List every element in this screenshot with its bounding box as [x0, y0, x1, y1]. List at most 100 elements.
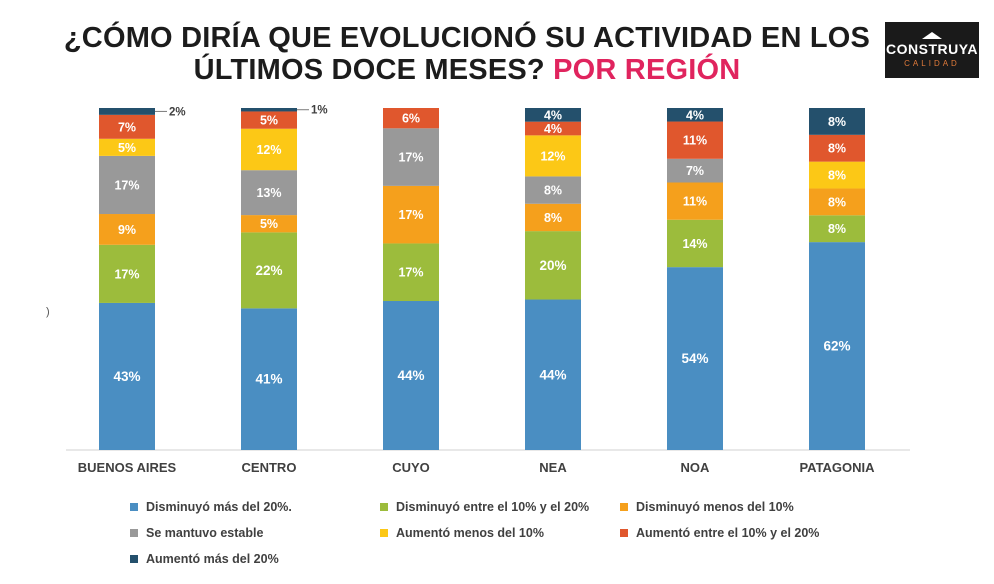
legend-swatch	[620, 529, 628, 537]
data-label-6-2: 8%	[828, 222, 846, 236]
data-label-3-3: 17%	[398, 208, 423, 222]
data-label-5-6: 11%	[683, 134, 707, 148]
bar-segment-5-1	[667, 267, 723, 450]
bar-segment-6-1	[809, 242, 865, 450]
bar-segment-1-2	[99, 244, 155, 303]
legend-label: Disminuyó menos del 10%	[636, 500, 794, 514]
bar-segment-6-6	[809, 134, 865, 162]
legend-item-2: Disminuyó entre el 10% y el 20%	[380, 500, 589, 514]
data-label-1-4: 17%	[114, 178, 139, 192]
bar-segment-4-7	[525, 108, 581, 122]
legend-label: Aumentó menos del 10%	[396, 526, 544, 540]
data-label-1-6: 7%	[118, 120, 136, 134]
bar-segment-3-1	[383, 301, 439, 450]
data-label-4-3: 8%	[544, 211, 562, 225]
data-label-6-7: 8%	[828, 115, 846, 129]
bar-segment-2-2	[241, 232, 297, 309]
category-label-5: NOA	[681, 460, 711, 475]
bar-segment-1-5	[99, 138, 155, 156]
logo-sub: CALIDAD	[904, 59, 960, 68]
data-label-5-3: 11%	[683, 195, 707, 209]
bar-segment-6-5	[809, 161, 865, 189]
bar-segment-4-1	[525, 299, 581, 450]
data-label-3-2: 17%	[398, 266, 423, 280]
bar-segment-5-3	[667, 182, 723, 220]
title-accent: POR REGIÓN	[553, 54, 741, 86]
data-label-2-4: 13%	[256, 186, 281, 200]
bar-segment-5-7	[667, 108, 723, 122]
legend-item-1: Disminuyó más del 20%.	[130, 500, 292, 514]
bar-segment-3-3	[383, 185, 439, 244]
bar-segment-4-4	[525, 176, 581, 204]
bar-segment-2-6	[241, 111, 297, 129]
legend-label: Disminuyó entre el 10% y el 20%	[396, 500, 590, 514]
data-label-5-1: 54%	[681, 351, 708, 366]
data-label-2-5: 12%	[256, 143, 281, 157]
title-main: ÚLTIMOS DOCE MESES?	[193, 54, 545, 86]
data-label-2-6: 5%	[260, 114, 278, 128]
bar-segment-3-6	[383, 108, 439, 129]
bar-segment-4-6	[525, 121, 581, 136]
bar-segment-5-4	[667, 158, 723, 183]
bar-segment-2-3	[241, 215, 297, 233]
edge-mark: )	[46, 306, 50, 318]
bar-segment-4-3	[525, 203, 581, 232]
logo-brand: CONSTRUYA	[886, 41, 978, 57]
bar-segment-6-2	[809, 215, 865, 243]
chart-title: ¿CÓMO DIRÍA QUE EVOLUCIONÓ SU ACTIVIDAD …	[52, 22, 882, 86]
legend-label: Aumentó entre el 10% y el 20%	[636, 526, 820, 540]
data-label-6-6: 8%	[828, 142, 846, 156]
title-line-1: ¿CÓMO DIRÍA QUE EVOLUCIONÓ SU ACTIVIDAD …	[63, 22, 871, 54]
data-label-1-7: 2%	[169, 106, 186, 118]
data-label-6-1: 62%	[823, 339, 850, 354]
stacked-bar-chart: 43% 17% 9% 17% 5% 7% 2% BUENOS AIRES 41% 22% 5% 13%…	[66, 105, 910, 475]
data-label-3-1: 44%	[397, 368, 424, 383]
data-label-4-2: 20%	[539, 258, 566, 273]
bar-segment-2-4	[241, 170, 297, 216]
legend-item-5: Aumentó menos del 10%	[380, 526, 544, 540]
data-label-4-7: 4%	[544, 108, 562, 122]
category-label-4: NEA	[539, 460, 567, 475]
legend-item-4: Se mantuvo estable	[130, 526, 263, 540]
data-label-5-2: 14%	[682, 237, 707, 251]
bar-segment-2-5	[241, 128, 297, 171]
data-label-1-1: 43%	[113, 369, 140, 384]
data-label-4-5: 12%	[540, 149, 565, 163]
data-label-2-3: 5%	[260, 217, 278, 231]
legend-item-7: Aumentó más del 20%	[130, 552, 279, 566]
legend-swatch	[130, 529, 138, 537]
category-label-2: CENTRO	[242, 460, 297, 475]
bar-segment-2-1	[241, 308, 297, 450]
data-label-2-2: 22%	[255, 263, 282, 278]
data-label-3-6: 6%	[402, 112, 420, 126]
data-label-5-7: 4%	[686, 108, 704, 122]
legend-swatch	[620, 503, 628, 511]
bar-segment-1-6	[99, 114, 155, 139]
bar-segment-6-7	[809, 108, 865, 135]
bar-segment-1-7	[99, 108, 155, 115]
bar-segment-1-4	[99, 155, 155, 215]
legend-swatch	[130, 555, 138, 563]
category-label-1: BUENOS AIRES	[78, 460, 177, 475]
data-label-4-4: 8%	[544, 184, 562, 198]
bar-segment-1-3	[99, 214, 155, 245]
bar-segment-3-2	[383, 243, 439, 302]
data-label-2-1: 41%	[255, 372, 282, 387]
legend-label: Aumentó más del 20%	[146, 552, 279, 566]
bar-segment-1-1	[99, 302, 155, 450]
data-label-6-5: 8%	[828, 169, 846, 183]
title-line-2: ÚLTIMOS DOCE MESES? POR REGIÓN	[52, 54, 882, 86]
data-label-2-7: 1%	[311, 105, 328, 117]
data-label-4-1: 44%	[539, 367, 566, 382]
bar-segment-3-4	[383, 128, 439, 186]
category-label-3: CUYO	[392, 460, 430, 475]
bar-segment-5-2	[667, 219, 723, 268]
bar-segment-4-5	[525, 135, 581, 177]
legend-item-6: Aumentó entre el 10% y el 20%	[620, 526, 819, 540]
bar-segment-5-6	[667, 121, 723, 159]
data-label-3-4: 17%	[398, 151, 423, 165]
bar-segment-4-2	[525, 231, 581, 300]
category-label-6: PATAGONIA	[799, 460, 875, 475]
data-label-4-6: 4%	[544, 122, 562, 136]
legend-item-3: Disminuyó menos del 10%	[620, 500, 794, 514]
